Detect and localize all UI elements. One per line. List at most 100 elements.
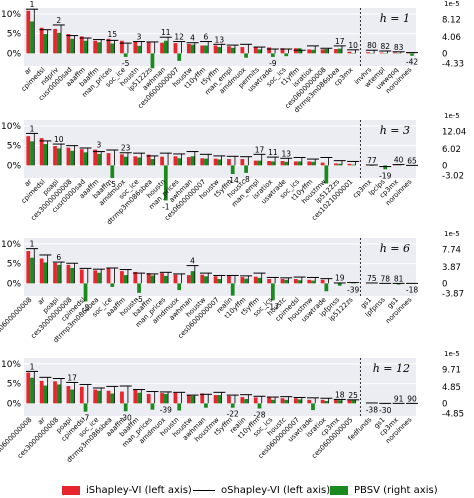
category-label: ar bbox=[36, 296, 47, 307]
pbsv-bar bbox=[337, 400, 342, 404]
pbsv-bar bbox=[56, 148, 61, 166]
ishap-bar bbox=[133, 271, 138, 284]
pbsv-bar bbox=[297, 48, 302, 54]
left-tick-label: 10% bbox=[1, 122, 21, 132]
right-tick-label: 4.85 bbox=[442, 383, 461, 393]
right-axis-exponent: 1e-5 bbox=[444, 112, 460, 120]
pbsv-bar bbox=[56, 264, 61, 284]
pbsv-bar bbox=[324, 165, 329, 184]
pbsv-bar bbox=[137, 392, 141, 404]
rank-label: 83 bbox=[394, 43, 404, 52]
pbsv-bar bbox=[311, 403, 315, 411]
pbsv-bar bbox=[70, 267, 75, 284]
ishap-bar bbox=[26, 10, 31, 54]
right-tick-label: 0 bbox=[442, 161, 447, 171]
category-label: ar bbox=[36, 416, 47, 427]
ishap-bar bbox=[267, 161, 271, 166]
panel-bg bbox=[24, 238, 416, 296]
pbsv-bar bbox=[110, 283, 115, 287]
ishap-bar bbox=[334, 163, 338, 166]
pbsv-bar bbox=[110, 393, 115, 404]
pbsv-bar bbox=[177, 283, 182, 291]
right-tick-label: 8.12 bbox=[442, 15, 461, 25]
ishap-bar bbox=[26, 251, 31, 284]
pbsv-bar bbox=[257, 49, 262, 54]
ishap-bar bbox=[200, 45, 205, 54]
pbsv-bar bbox=[230, 165, 235, 175]
ishap-bar bbox=[227, 395, 231, 404]
pbsv-bar bbox=[204, 45, 208, 54]
ishap-bar bbox=[227, 275, 231, 284]
ishap-bar bbox=[106, 38, 111, 54]
legend-pbsv-swatch bbox=[330, 485, 348, 495]
ishap-bar bbox=[213, 158, 218, 166]
ishap-bar bbox=[200, 274, 205, 284]
rank-label: 18 bbox=[335, 390, 345, 399]
pbsv-bar bbox=[70, 389, 75, 404]
rank-label: 12 bbox=[174, 33, 184, 42]
pbsv-bar bbox=[324, 401, 329, 404]
ishap-bar bbox=[227, 159, 231, 166]
pbsv-bar bbox=[297, 280, 302, 284]
pbsv-bar bbox=[396, 283, 401, 285]
pbsv-bar bbox=[43, 262, 48, 284]
pbsv-bar bbox=[337, 163, 342, 166]
rank-label: 19 bbox=[335, 274, 345, 283]
pbsv-bar bbox=[297, 399, 302, 404]
left-tick-label: 5% bbox=[7, 30, 22, 40]
ishap-bar bbox=[392, 52, 397, 54]
right-tick-label: 7.74 bbox=[442, 245, 461, 255]
pbsv-bar bbox=[337, 48, 342, 54]
rank-label: 82 bbox=[380, 42, 390, 51]
pbsv-bar bbox=[204, 158, 208, 166]
rank-label: -38 bbox=[366, 405, 378, 414]
pbsv-bar bbox=[43, 144, 48, 166]
ishap-bar bbox=[120, 154, 124, 166]
rank-label: 10 bbox=[348, 41, 358, 50]
ishap-bar bbox=[240, 159, 245, 166]
ishap-bar bbox=[93, 149, 98, 166]
ishap-bar bbox=[93, 270, 98, 284]
pbsv-bar bbox=[311, 280, 315, 284]
left-tick-label: 0% bbox=[7, 279, 22, 289]
pbsv-bar bbox=[163, 275, 168, 284]
pbsv-bar bbox=[97, 153, 101, 166]
pbsv-bar bbox=[97, 272, 101, 284]
pbsv-bar bbox=[137, 157, 141, 166]
ishap-bar bbox=[240, 277, 245, 284]
rank-label: 4 bbox=[190, 34, 195, 43]
panel-bg bbox=[24, 358, 416, 416]
pbsv-bar bbox=[83, 283, 88, 302]
rank-label: 13 bbox=[281, 149, 291, 158]
pbsv-bar bbox=[230, 283, 235, 296]
rank-label: 6 bbox=[56, 253, 61, 262]
pbsv-bar bbox=[204, 403, 208, 408]
pbsv-bar bbox=[56, 384, 61, 404]
pbsv-bar bbox=[190, 44, 195, 54]
category-label: noroinnes bbox=[384, 295, 414, 325]
pbsv-bar bbox=[83, 152, 88, 166]
rank-label: -14 bbox=[227, 176, 239, 185]
ishap-bar bbox=[320, 49, 325, 54]
ishap-bar bbox=[120, 391, 124, 404]
horizon-label: h = 1 bbox=[380, 12, 410, 25]
ishap-bar bbox=[347, 163, 352, 166]
ishap-bar bbox=[79, 36, 84, 54]
ishap-bar bbox=[240, 47, 245, 54]
rank-label: 17 bbox=[335, 37, 345, 46]
rank-label: -8 bbox=[242, 175, 250, 184]
rank-label: 81 bbox=[394, 274, 404, 283]
pbsv-bar bbox=[270, 161, 275, 166]
rank-label: 3 bbox=[137, 33, 142, 42]
pbsv-bar bbox=[257, 277, 262, 284]
pbsv-bar bbox=[270, 399, 275, 404]
pbsv-bar bbox=[217, 279, 222, 284]
right-tick-label: 0 bbox=[442, 49, 447, 59]
ishap-bar bbox=[120, 271, 124, 284]
legend-oshap: oShapley-VI (left axis) bbox=[193, 482, 330, 498]
legend-oshap-label: oShapley-VI (left axis) bbox=[221, 484, 331, 496]
pbsv-bar bbox=[150, 275, 155, 284]
rank-label: 17 bbox=[255, 145, 265, 154]
